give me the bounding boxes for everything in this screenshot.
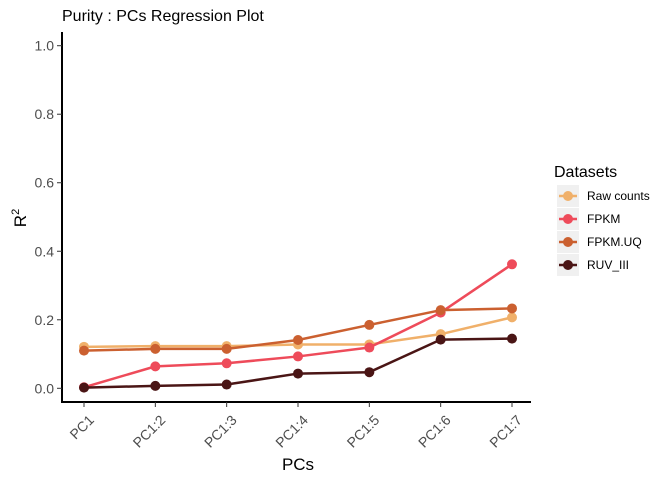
- y-axis-title-base: R: [11, 215, 30, 227]
- legend-label: RUV_III: [587, 258, 629, 272]
- legend-title: Datasets: [554, 164, 617, 181]
- data-point: [221, 358, 232, 369]
- legend: Datasets Raw counts FPKM FPKM.UQ RUV_III: [554, 164, 650, 276]
- data-point: [364, 367, 375, 378]
- x-tick-label: PC1:2: [130, 412, 169, 451]
- legend-label: FPKM.UQ: [587, 235, 642, 249]
- x-tick-label: PC1: [66, 412, 97, 443]
- data-point: [507, 259, 517, 270]
- y-tick-label: 0.0: [35, 380, 55, 396]
- y-axis-title: R2: [10, 209, 30, 227]
- legend-key-point: [563, 214, 573, 224]
- data-point: [79, 382, 89, 393]
- data-point: [364, 319, 375, 330]
- plot-area: 0.0 0.2 0.4 0.6 0.8 1.0 PC1 PC1:2 PC1:3 PC1:4 PC1:…: [35, 32, 531, 451]
- x-tick-label: PC1:5: [344, 412, 383, 451]
- data-point: [150, 380, 161, 391]
- data-point: [293, 368, 303, 379]
- x-tick-label: PC1:3: [201, 412, 240, 451]
- data-point: [293, 334, 303, 345]
- data-point: [435, 334, 446, 345]
- data-point: [507, 312, 517, 323]
- x-tick-label: PC1:4: [272, 412, 311, 451]
- data-point: [150, 343, 161, 354]
- y-tick-label: 0.6: [35, 175, 55, 191]
- legend-key-point: [563, 260, 573, 270]
- data-point: [435, 305, 446, 316]
- x-tick-label: PC1:7: [486, 412, 525, 451]
- data-point: [150, 361, 161, 372]
- data-point: [507, 333, 517, 344]
- data-point: [364, 342, 375, 353]
- chart-title: Purity : PCs Regression Plot: [62, 8, 264, 25]
- x-axis-title: PCs: [282, 455, 314, 474]
- legend-label: Raw counts: [587, 189, 650, 203]
- legend-label: FPKM: [587, 212, 620, 226]
- data-point: [79, 345, 89, 356]
- data-point: [221, 379, 232, 390]
- data-point: [221, 343, 232, 354]
- data-point: [293, 351, 303, 362]
- legend-key-point: [563, 237, 573, 247]
- y-tick-label: 1.0: [35, 38, 55, 54]
- y-tick-label: 0.4: [35, 243, 55, 259]
- y-tick-label: 0.8: [35, 106, 55, 122]
- y-tick-label: 0.2: [35, 312, 55, 328]
- legend-key-point: [563, 191, 573, 201]
- x-tick-label: PC1:6: [415, 412, 454, 451]
- data-point: [507, 303, 517, 314]
- y-axis-title-superscript: 2: [10, 209, 22, 215]
